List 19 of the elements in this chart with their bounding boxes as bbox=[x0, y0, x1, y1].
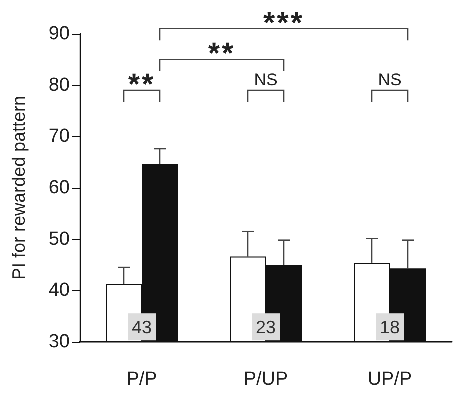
annotation: *** bbox=[263, 6, 305, 40]
y-axis-title: PI for rewarded pattern bbox=[9, 96, 29, 280]
annotation: NS bbox=[254, 70, 278, 90]
annotation: ** bbox=[128, 68, 156, 102]
x-tick-label: P/P bbox=[126, 369, 158, 390]
annotation: 43 bbox=[132, 318, 152, 338]
annotation: 23 bbox=[256, 318, 276, 338]
y-tick-label: 30 bbox=[48, 332, 70, 352]
y-tick-label: 90 bbox=[48, 24, 70, 44]
y-tick-label: 70 bbox=[48, 126, 70, 148]
x-tick-label: UP/P bbox=[368, 369, 412, 390]
annotation: NS bbox=[378, 70, 402, 90]
y-tick-label: 60 bbox=[48, 178, 70, 198]
y-tick-label: 80 bbox=[48, 74, 70, 96]
y-tick-label: 40 bbox=[48, 280, 70, 302]
x-tick-label: P/UP bbox=[244, 369, 288, 390]
annotation: ** bbox=[208, 38, 236, 71]
annotation: 18 bbox=[380, 318, 400, 338]
y-tick-label: 50 bbox=[48, 228, 70, 250]
